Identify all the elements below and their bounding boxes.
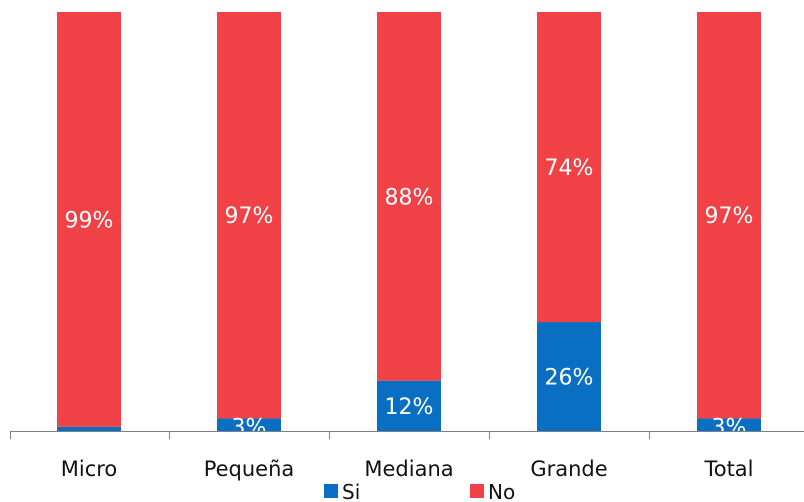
bars-group bbox=[57, 12, 761, 431]
bar-no-3 bbox=[537, 12, 601, 323]
bar-si-3 bbox=[537, 322, 601, 431]
data-label-si-2: 12% bbox=[385, 395, 434, 420]
category-labels-group: Micro Pequeña Mediana Grande Total bbox=[61, 457, 754, 481]
data-label-no-2: 88% bbox=[385, 185, 434, 210]
bar-si-1 bbox=[217, 418, 281, 431]
data-label-no-0: 99% bbox=[65, 208, 114, 233]
category-label-4: Total bbox=[703, 457, 753, 481]
legend-label-si: Si bbox=[342, 480, 360, 502]
data-label-no-3: 74% bbox=[545, 156, 594, 181]
category-label-1: Pequeña bbox=[204, 457, 295, 481]
category-label-3: Grande bbox=[530, 457, 607, 481]
bar-si-0 bbox=[57, 426, 121, 431]
legend-swatch-si bbox=[324, 484, 338, 498]
category-label-2: Mediana bbox=[364, 457, 453, 481]
segment-labels-group: 99% 3% 97% 12% 88% 26% 74% 3% 97% bbox=[65, 156, 754, 440]
data-label-no-1: 97% bbox=[225, 204, 274, 229]
data-label-si-1: 3% bbox=[232, 415, 267, 440]
legend: Si No bbox=[324, 480, 515, 502]
legend-label-no: No bbox=[488, 480, 515, 502]
data-label-si-3: 26% bbox=[545, 366, 594, 391]
bar-no-0 bbox=[57, 12, 121, 427]
bar-no-1 bbox=[217, 12, 281, 419]
category-label-0: Micro bbox=[61, 457, 118, 481]
data-label-no-4: 97% bbox=[705, 204, 754, 229]
x-axis bbox=[10, 431, 804, 439]
data-label-si-4: 3% bbox=[712, 415, 747, 440]
bar-si-2 bbox=[377, 380, 441, 431]
legend-swatch-no bbox=[470, 484, 484, 498]
bar-si-4 bbox=[697, 418, 761, 431]
bar-no-4 bbox=[697, 12, 761, 419]
bar-no-2 bbox=[377, 12, 441, 381]
